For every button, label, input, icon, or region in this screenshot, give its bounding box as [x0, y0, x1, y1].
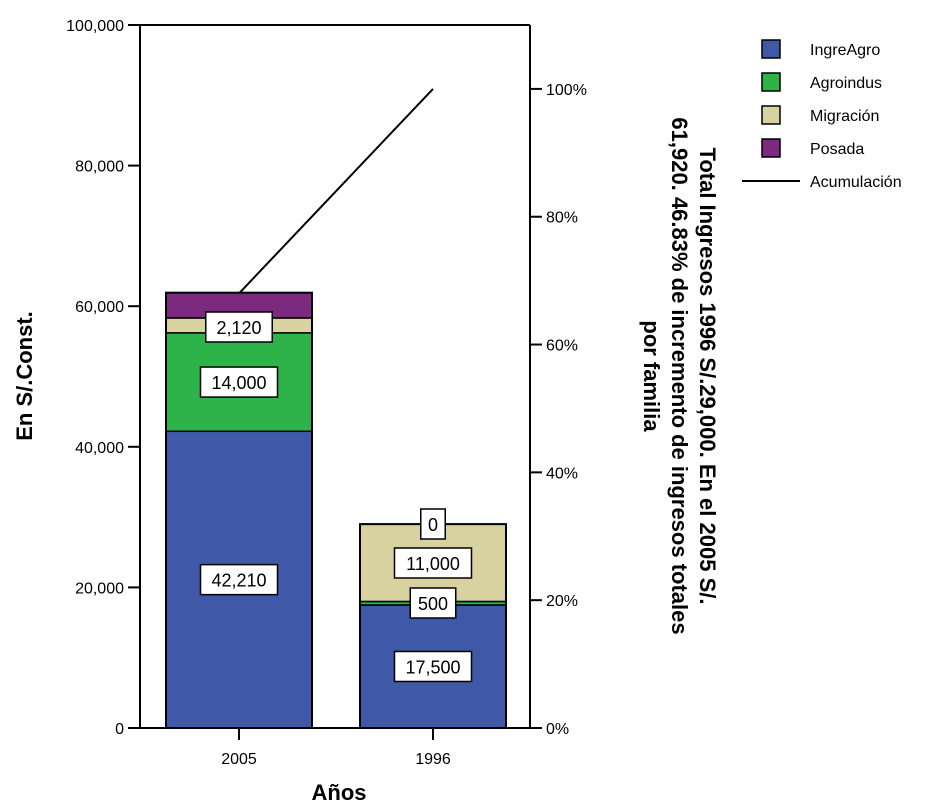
- line-layer: [238, 88, 434, 295]
- value-label: 17,500: [405, 657, 460, 677]
- y2-axis-title-line: 61,920. 46.83% de incremento de ingresos…: [667, 117, 692, 634]
- legend-swatch-ingreagro: [761, 39, 781, 59]
- legend-label: IngreAgro: [810, 42, 880, 59]
- value-label: 500: [418, 594, 448, 614]
- value-label-box: [393, 650, 473, 683]
- value-label-box: [199, 563, 279, 596]
- value-label: 42,210: [211, 571, 266, 591]
- value-label: 11,000: [406, 554, 460, 574]
- y-tick-label: 0: [115, 721, 124, 738]
- value-label-box: [420, 508, 446, 540]
- y-tick-label: 100,000: [66, 18, 124, 35]
- legend-label: Posada: [810, 141, 864, 158]
- y-tick-label: 60,000: [75, 299, 124, 316]
- x-axis-title: Años: [312, 780, 367, 805]
- y-tick-label: 80,000: [75, 159, 124, 176]
- value-label-box: [409, 587, 457, 619]
- y2-tick-label: 60%: [546, 338, 578, 355]
- value-label-box: [205, 311, 273, 343]
- y-tick-label: 40,000: [75, 440, 124, 457]
- y2-tick-label: 100%: [546, 82, 587, 99]
- y-tick-label: 20,000: [75, 580, 124, 597]
- accumulation-line: [238, 88, 434, 295]
- y2-axis-title-line: Total Ingresos 1996 S/.29,000. En el 200…: [695, 148, 720, 605]
- legend-label: Migración: [810, 108, 879, 125]
- value-label: 0: [428, 515, 438, 535]
- y2-tick-label: 20%: [546, 593, 578, 610]
- y2-axis-title: Total Ingresos 1996 S/.29,000. En el 200…: [639, 117, 720, 634]
- value-labels-layer: 42,210 14,000 2,120 17,500 500 11,000 0: [199, 311, 473, 683]
- legend-swatch-migración: [761, 105, 781, 125]
- legend: IngreAgro Agroindus Migración Posada Acumula…: [742, 39, 902, 191]
- y2-axis-title-line: por familia: [639, 320, 664, 432]
- value-label-box: [393, 547, 473, 579]
- legend-swatch-posada: [761, 138, 781, 158]
- legend-label: Acumulación: [810, 174, 902, 191]
- y2-tick-label: 40%: [546, 465, 578, 482]
- value-label: 14,000: [211, 373, 266, 393]
- value-label-box: [199, 366, 279, 398]
- x-tick-label: 2005: [221, 751, 257, 768]
- y2-tick-label: 80%: [546, 210, 578, 227]
- x-tick-label: 1996: [415, 751, 451, 768]
- y2-tick-label: 0%: [546, 721, 569, 738]
- legend-swatch-agroindus: [761, 72, 781, 92]
- legend-label: Agroindus: [810, 75, 882, 92]
- y-axis-title: En S/.Const.: [12, 311, 37, 441]
- value-label: 2,120: [216, 318, 261, 338]
- axes-layer: 0 20,000 40,000 60,000 80,000 100,000 0% 20% 40%…: [66, 18, 587, 768]
